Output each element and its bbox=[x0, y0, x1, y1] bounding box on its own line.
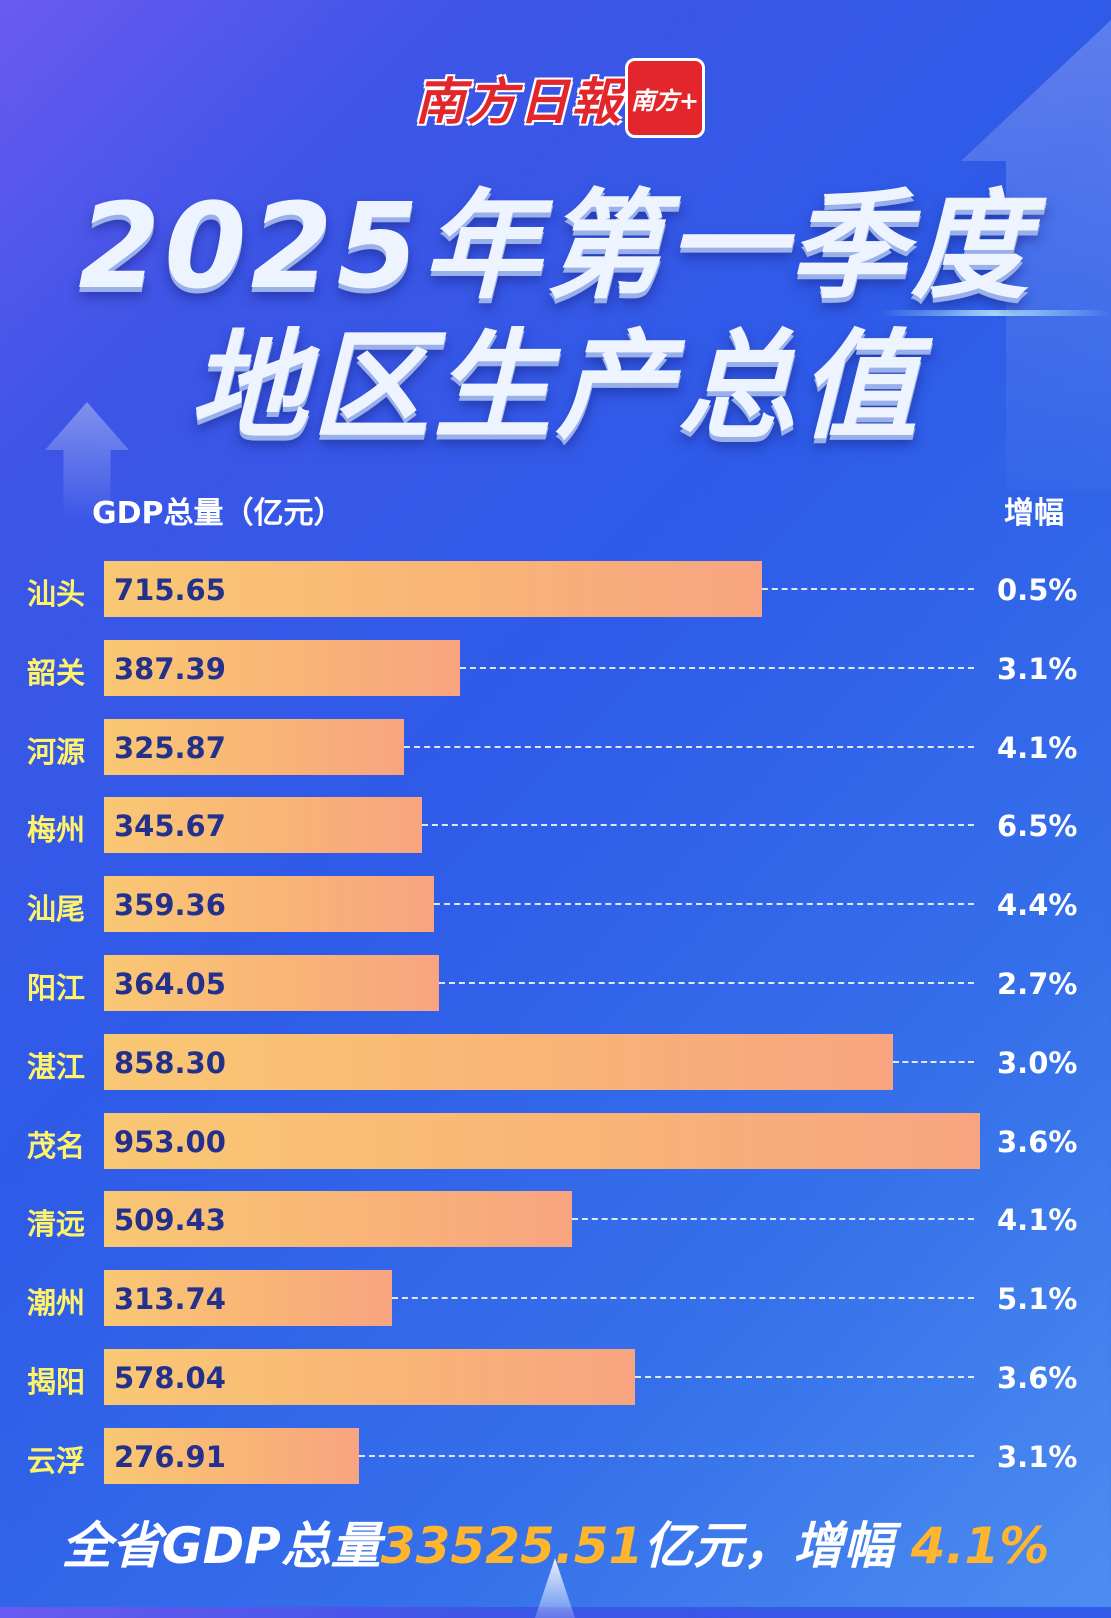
chart-row: 汕尾 359.36 4.4% bbox=[0, 876, 1111, 933]
category-label: 清远 bbox=[27, 1207, 86, 1242]
decorative-glow-line bbox=[880, 310, 1111, 316]
growth-label: 3.0% bbox=[997, 1045, 1078, 1080]
bar-value-label: 578.04 bbox=[114, 1361, 226, 1395]
chart-row: 汕头 715.65 0.5% bbox=[0, 561, 1111, 617]
gdp-bar: 364.05 bbox=[104, 955, 439, 1011]
category-label: 湛江 bbox=[27, 1049, 86, 1084]
gdp-bar: 387.39 bbox=[104, 639, 461, 696]
brand-badge-icon: 南方+ bbox=[625, 58, 705, 138]
growth-label: 3.6% bbox=[997, 1361, 1078, 1395]
growth-label: 0.5% bbox=[997, 573, 1078, 607]
leader-line bbox=[421, 824, 974, 827]
bar-value-label: 313.74 bbox=[114, 1282, 226, 1317]
gdp-bar: 715.65 bbox=[104, 561, 762, 617]
leader-line bbox=[635, 1376, 974, 1378]
leader-line bbox=[403, 745, 974, 748]
bar-value-label: 325.87 bbox=[114, 730, 226, 765]
bar-value-label: 858.30 bbox=[114, 1045, 226, 1080]
category-label: 潮州 bbox=[27, 1286, 86, 1321]
gdp-bar: 509.43 bbox=[104, 1191, 573, 1248]
leader-line bbox=[761, 588, 974, 590]
leader-line bbox=[438, 982, 974, 984]
growth-label: 3.1% bbox=[997, 651, 1078, 686]
category-label: 汕尾 bbox=[27, 892, 86, 927]
chart-row: 茂名 953.00 3.6% bbox=[0, 1112, 1111, 1169]
chart-row: 湛江 858.30 3.0% bbox=[0, 1033, 1111, 1090]
bar-value-label: 359.36 bbox=[114, 888, 226, 923]
gdp-bar: 858.30 bbox=[104, 1033, 893, 1090]
page-title-line1: 2025年第一季度 bbox=[78, 177, 1033, 315]
gdp-bar: 325.87 bbox=[104, 718, 404, 775]
gdp-bar: 359.36 bbox=[104, 876, 435, 933]
growth-label: 3.6% bbox=[997, 1124, 1078, 1159]
chart-row: 云浮 276.91 3.1% bbox=[0, 1427, 1111, 1484]
leader-line bbox=[460, 666, 974, 669]
category-label: 汕头 bbox=[27, 577, 86, 611]
chart-row: 潮州 313.74 5.1% bbox=[0, 1270, 1111, 1327]
bar-value-label: 345.67 bbox=[114, 809, 226, 844]
growth-label: 4.1% bbox=[997, 1203, 1078, 1238]
bar-value-label: 276.91 bbox=[114, 1439, 226, 1474]
gdp-bar: 345.67 bbox=[104, 797, 422, 854]
leader-line bbox=[434, 903, 974, 906]
logo-area: 南方日報 南方+ bbox=[0, 30, 1111, 138]
summary-mid: 亿元，增幅 bbox=[643, 1517, 911, 1575]
category-label: 揭阳 bbox=[27, 1365, 86, 1399]
leader-line bbox=[572, 1218, 974, 1221]
axis-label-gdp: GDP总量（亿元） bbox=[92, 496, 344, 531]
bar-value-label: 509.43 bbox=[114, 1203, 226, 1238]
growth-label: 4.1% bbox=[997, 730, 1078, 765]
summary-rate: 4.1% bbox=[910, 1517, 1050, 1575]
gdp-bar: 313.74 bbox=[104, 1270, 393, 1327]
chart-row: 韶关 387.39 3.1% bbox=[0, 639, 1111, 696]
chart-row: 梅州 345.67 6.5% bbox=[0, 797, 1111, 854]
bar-value-label: 387.39 bbox=[114, 651, 226, 686]
growth-label: 6.5% bbox=[997, 809, 1078, 844]
category-label: 阳江 bbox=[27, 971, 86, 1005]
brand-logo: 南方日報 bbox=[415, 72, 623, 131]
leader-line bbox=[392, 1297, 974, 1300]
gdp-bar: 953.00 bbox=[104, 1112, 980, 1169]
chart-row: 揭阳 578.04 3.6% bbox=[0, 1349, 1111, 1405]
chart-row: 清远 509.43 4.1% bbox=[0, 1191, 1111, 1248]
growth-label: 5.1% bbox=[997, 1282, 1078, 1317]
growth-label: 2.7% bbox=[997, 967, 1078, 1001]
growth-label: 3.1% bbox=[997, 1439, 1078, 1474]
summary-line: 全省GDP总量33525.51亿元，增幅 4.1% bbox=[0, 1506, 1111, 1578]
category-label: 河源 bbox=[27, 734, 86, 769]
gdp-bar: 276.91 bbox=[104, 1427, 359, 1484]
category-label: 韶关 bbox=[27, 655, 86, 690]
bar-value-label: 953.00 bbox=[114, 1124, 226, 1159]
page-title-line2: 地区生产总值 bbox=[189, 317, 922, 455]
category-label: 云浮 bbox=[27, 1443, 86, 1478]
leader-line bbox=[892, 1060, 974, 1063]
chart-row: 阳江 364.05 2.7% bbox=[0, 955, 1111, 1011]
gdp-bar: 578.04 bbox=[104, 1349, 636, 1405]
summary-prefix: 全省GDP总量 bbox=[61, 1517, 381, 1575]
growth-label: 4.4% bbox=[997, 888, 1078, 923]
category-label: 茂名 bbox=[27, 1128, 86, 1163]
chart-row: 河源 325.87 4.1% bbox=[0, 718, 1111, 775]
leader-line bbox=[358, 1454, 974, 1457]
bar-value-label: 364.05 bbox=[114, 967, 226, 1001]
bar-value-label: 715.65 bbox=[114, 573, 226, 607]
summary-total: 33525.51 bbox=[380, 1517, 644, 1575]
category-label: 梅州 bbox=[27, 813, 86, 848]
growth-column-header: 增幅 bbox=[1004, 496, 1064, 531]
